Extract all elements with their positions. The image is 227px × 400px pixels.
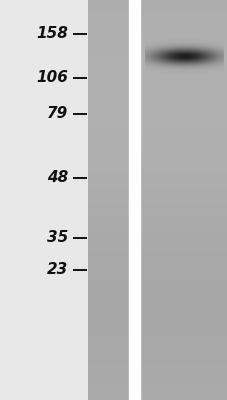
Text: 35: 35 <box>47 230 68 246</box>
Bar <box>0 0 87 400</box>
Text: 106: 106 <box>36 70 68 86</box>
Text: 48: 48 <box>47 170 68 186</box>
Text: 158: 158 <box>36 26 68 42</box>
Text: 23: 23 <box>47 262 68 278</box>
Bar <box>128 0 140 400</box>
Text: 79: 79 <box>47 106 68 122</box>
